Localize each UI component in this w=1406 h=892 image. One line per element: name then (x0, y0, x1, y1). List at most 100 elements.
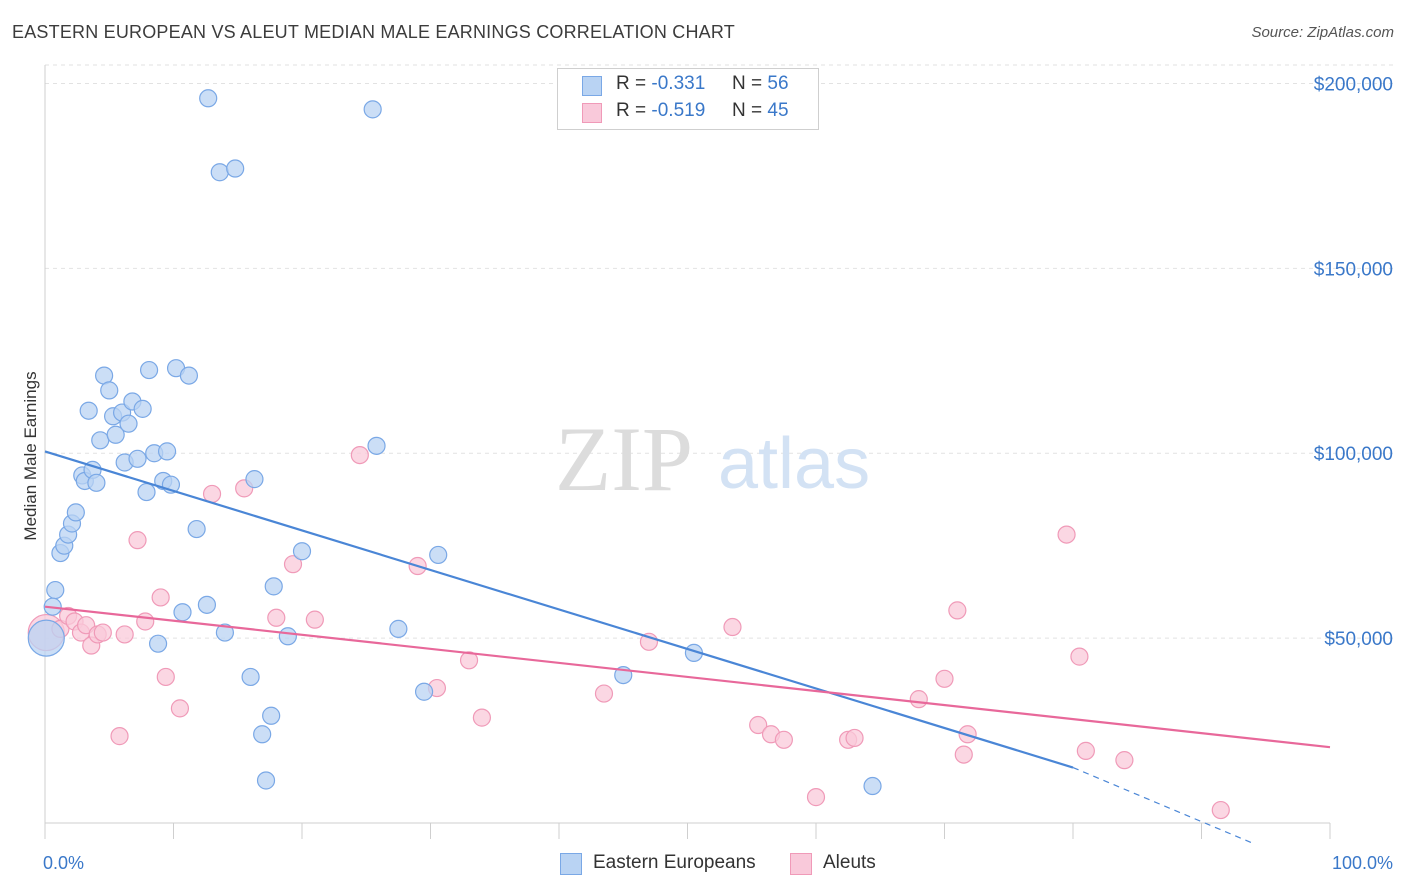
aleuts-trend-line (44, 605, 1331, 749)
eastern-europeans-point (292, 542, 312, 561)
aleuts-point (723, 617, 742, 637)
eastern-europeans-point (389, 619, 408, 638)
aleuts-point (151, 588, 170, 607)
eastern-europeans-points (27, 89, 882, 796)
y-tick-label: $150,000 (1314, 259, 1393, 280)
eastern-europeans-point (46, 580, 65, 600)
legend-label: Eastern Europeans (593, 852, 756, 873)
eastern-europeans-point (253, 725, 272, 744)
source-note: Source: ZipAtlas.com (1251, 24, 1394, 41)
eastern-europeans-point (863, 776, 882, 796)
eastern-europeans-point (157, 442, 177, 461)
eastern-europeans-point (363, 100, 382, 119)
eastern-europeans-point (256, 771, 276, 790)
eastern-europeans-point (87, 473, 106, 492)
eastern-europeans-point (245, 470, 264, 489)
aleuts-point (1115, 751, 1134, 770)
eastern-europeans-point (100, 381, 119, 400)
aleuts-point (774, 730, 793, 749)
aleuts-point (459, 651, 479, 670)
n-value: 56 (767, 73, 789, 94)
watermark-zip: ZIP (555, 408, 693, 510)
aleuts-point (283, 555, 303, 574)
y-tick-label: $200,000 (1314, 74, 1393, 95)
eastern-europeans-point (414, 682, 434, 701)
y-tick-label: $50,000 (1324, 629, 1393, 650)
aleuts-point (110, 727, 129, 746)
eastern-europeans-point (91, 431, 110, 450)
eastern-europeans-point (173, 603, 192, 622)
eastern-europeans-point (278, 627, 297, 646)
eastern-europeans-point (197, 595, 217, 614)
eastern-europeans-point (264, 577, 283, 596)
aleuts-point (1057, 525, 1076, 544)
aleuts-point (594, 684, 614, 703)
eastern-europeans-point (119, 414, 138, 433)
aleuts-point (115, 625, 134, 644)
eastern-europeans-point (106, 425, 125, 444)
aleuts-point (472, 708, 491, 727)
x-tick-label: 0.0% (43, 853, 84, 873)
aleuts-point (845, 728, 864, 748)
r-label: R = (616, 100, 647, 121)
aleuts-point (749, 715, 768, 735)
aleuts-point (350, 445, 369, 465)
eastern-europeans-point (137, 482, 156, 502)
r-value: -0.331 (651, 73, 706, 94)
eastern-europeans-swatch (582, 76, 602, 96)
aleuts-point (170, 699, 190, 718)
y-axis-label: Median Male Earnings (21, 371, 40, 540)
aleuts-point (954, 745, 973, 764)
eastern-europeans-point (139, 360, 159, 380)
eastern-europeans-point (367, 436, 386, 455)
aleuts-point (948, 601, 967, 620)
aleuts-point (1076, 741, 1095, 760)
eastern-europeans-point (179, 366, 199, 385)
aleuts-point (806, 788, 826, 807)
eastern-europeans-point (187, 519, 206, 539)
aleuts-point (93, 623, 112, 642)
aleuts-point (909, 690, 928, 709)
eastern-europeans-point (199, 89, 218, 108)
n-label: N = (732, 73, 763, 94)
aleuts-point (128, 531, 147, 550)
legend-label: Aleuts (823, 852, 876, 873)
eastern-europeans-point (210, 163, 229, 182)
aleuts-point (136, 612, 155, 631)
aleuts-point (156, 667, 175, 687)
eastern-europeans-point (226, 159, 245, 178)
trend-lines (44, 450, 1331, 844)
aleuts-point (267, 608, 286, 627)
eastern-europeans-swatch (560, 853, 582, 875)
n-label: N = (732, 100, 763, 121)
aleuts-point (1211, 800, 1230, 820)
watermark: ZIP atlas (555, 408, 870, 510)
aleuts-swatch (790, 853, 812, 875)
aleuts-point (935, 669, 954, 688)
eastern-europeans-trend-line (44, 450, 1074, 769)
n-value: 45 (767, 100, 789, 121)
eastern-europeans-point (215, 623, 234, 642)
chart-title: EASTERN EUROPEAN VS ALEUT MEDIAN MALE EA… (12, 22, 735, 42)
aleuts-point (305, 610, 324, 629)
r-value: -0.519 (651, 100, 706, 121)
aleuts-point (1070, 647, 1089, 666)
eastern-europeans-point (262, 706, 281, 725)
eastern-europeans-point (79, 401, 98, 420)
eastern-europeans-point (27, 619, 65, 657)
y-tick-label: $100,000 (1314, 444, 1393, 465)
eastern-europeans-point (241, 667, 260, 687)
watermark-atlas: atlas (718, 424, 870, 504)
grid-lines (45, 64, 1393, 639)
eastern-europeans-point (148, 634, 168, 653)
eastern-europeans-point (66, 503, 85, 522)
aleuts-swatch (582, 103, 602, 123)
eastern-europeans-point (429, 545, 448, 565)
r-label: R = (616, 73, 647, 94)
stats-legend: R = -0.331 N = 56 R = -0.519 N = 45 (557, 68, 819, 130)
tick-labels: $50,000 $100,000 $150,000 $200,000 0.0% 100.0… (43, 74, 1393, 873)
eastern-europeans-point (128, 449, 147, 468)
eastern-europeans-point (133, 399, 152, 418)
axes (44, 65, 1331, 839)
